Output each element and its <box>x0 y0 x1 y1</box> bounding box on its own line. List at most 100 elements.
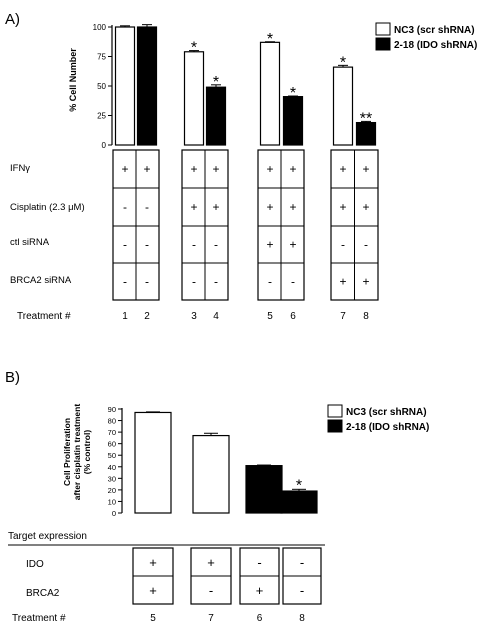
table-cell: + <box>289 238 296 252</box>
significance-mark: * <box>213 74 219 91</box>
table-cell: - <box>209 583 213 598</box>
y-tick-label: 90 <box>108 405 116 414</box>
row-label: BRCA2 <box>26 588 60 599</box>
y-tick-label: 0 <box>102 141 107 150</box>
treatment-number: 2 <box>144 311 150 322</box>
table-cell: + <box>362 162 369 176</box>
row-label: ctl siRNA <box>10 237 50 248</box>
table-cell: - <box>214 238 218 252</box>
panel-b-label: B) <box>5 369 20 386</box>
panel-a-y-axis-label: % Cell Number <box>68 48 78 112</box>
legend-label-218: 2-18 (IDO shRNA) <box>394 40 477 51</box>
table-cell: - <box>145 238 149 252</box>
bar <box>134 411 172 514</box>
bar <box>245 465 283 514</box>
table-cell: - <box>192 275 196 289</box>
y-tick-label: 100 <box>93 23 107 32</box>
table-cell: - <box>364 238 368 252</box>
table-cell: + <box>143 162 150 176</box>
table-cell: + <box>149 583 157 598</box>
treatment-number: 7 <box>208 613 214 624</box>
bar <box>205 86 227 146</box>
legend-swatch-nc3 <box>375 22 391 36</box>
table-cell: - <box>257 555 261 570</box>
treatment-number: 5 <box>267 311 273 322</box>
table-cell: - <box>145 200 149 214</box>
panel-a-legend: NC3 (scr shRNA) 2-18 (IDO shRNA) <box>375 22 477 51</box>
panel-b-y-axis-label-line-1: Cell Proliferation <box>62 418 72 486</box>
panel-a-bars: ******* <box>114 24 377 146</box>
significance-mark: * <box>290 85 296 102</box>
y-tick-label: 70 <box>108 428 116 437</box>
table-cell: - <box>268 275 272 289</box>
table-header: Target expression <box>8 531 87 542</box>
table-cell: + <box>212 162 219 176</box>
treatment-number: 8 <box>299 613 305 624</box>
y-tick-label: 20 <box>108 486 116 495</box>
panel-b-y-axis-label-line-2: after cisplatin treatment <box>72 404 82 501</box>
table-cell: - <box>300 583 304 598</box>
row-label: BRCA2 siRNA <box>10 275 72 286</box>
treatment-number: 5 <box>150 613 156 624</box>
table-cell: - <box>123 275 127 289</box>
table-cell: - <box>291 275 295 289</box>
y-tick-label: 10 <box>108 497 116 506</box>
treatment-label: Treatment # <box>17 311 71 322</box>
treatment-number: 7 <box>340 311 346 322</box>
significance-mark: * <box>340 54 346 71</box>
table-cell: - <box>123 200 127 214</box>
treatment-number: 3 <box>191 311 197 322</box>
table-cell: - <box>300 555 304 570</box>
table-cell: + <box>121 162 128 176</box>
treatment-number: 4 <box>213 311 219 322</box>
significance-mark: * <box>267 31 273 48</box>
panel-b: B) Cell Proliferation after cisplatin tr… <box>5 369 429 624</box>
significance-mark: * <box>191 40 197 57</box>
treatment-number: 6 <box>257 613 263 624</box>
y-tick-label: 80 <box>108 417 116 426</box>
treatment-number: 8 <box>363 311 369 322</box>
bar <box>136 26 158 146</box>
row-label: Cisplatin (2.3 μM) <box>10 202 85 213</box>
table-cell: + <box>266 200 273 214</box>
bar <box>192 434 230 514</box>
panel-b-y-axis-label-line-3: (% control) <box>82 430 92 475</box>
table-cell: + <box>190 162 197 176</box>
table-cell: + <box>256 583 264 598</box>
treatment-number: 6 <box>290 311 296 322</box>
table-cell: + <box>339 275 346 289</box>
bar <box>114 26 136 146</box>
panel-b-y-axis: 0 10 20 30 40 50 60 70 80 90 <box>108 405 123 518</box>
panel-b-bars: * <box>134 411 318 514</box>
table-cell: + <box>289 200 296 214</box>
bar <box>280 490 318 514</box>
table-cell: + <box>190 200 197 214</box>
panel-a-treatment-table: IFNγ Cisplatin (2.3 μM) ctl siRNA BRCA2 siR… <box>10 149 379 322</box>
panel-a-y-axis: 0 25 50 75 100 <box>93 23 113 150</box>
treatment-label: Treatment # <box>12 613 66 624</box>
table-cell: + <box>266 162 273 176</box>
legend-swatch-218 <box>327 419 343 433</box>
y-tick-label: 25 <box>97 112 106 121</box>
table-cell: - <box>145 275 149 289</box>
table-cell: - <box>192 238 196 252</box>
panel-b-target-table: Target expression IDO BRCA2 + + - - + - + - Treatme… <box>8 531 325 624</box>
legend-swatch-218 <box>375 37 391 51</box>
table-cell: - <box>214 275 218 289</box>
y-tick-label: 50 <box>108 451 116 460</box>
table-cell: + <box>339 200 346 214</box>
significance-mark: * <box>296 477 302 494</box>
row-label: IDO <box>26 559 44 570</box>
table-cell: + <box>207 555 215 570</box>
table-cell: + <box>212 200 219 214</box>
panel-a-label: A) <box>5 11 20 28</box>
table-cell: - <box>341 238 345 252</box>
legend-label-nc3: NC3 (scr shRNA) <box>346 407 427 418</box>
y-tick-label: 75 <box>97 53 106 62</box>
y-tick-label: 30 <box>108 474 116 483</box>
table-cell: + <box>266 238 273 252</box>
significance-mark: ** <box>360 110 372 127</box>
legend-swatch-nc3 <box>327 404 343 418</box>
